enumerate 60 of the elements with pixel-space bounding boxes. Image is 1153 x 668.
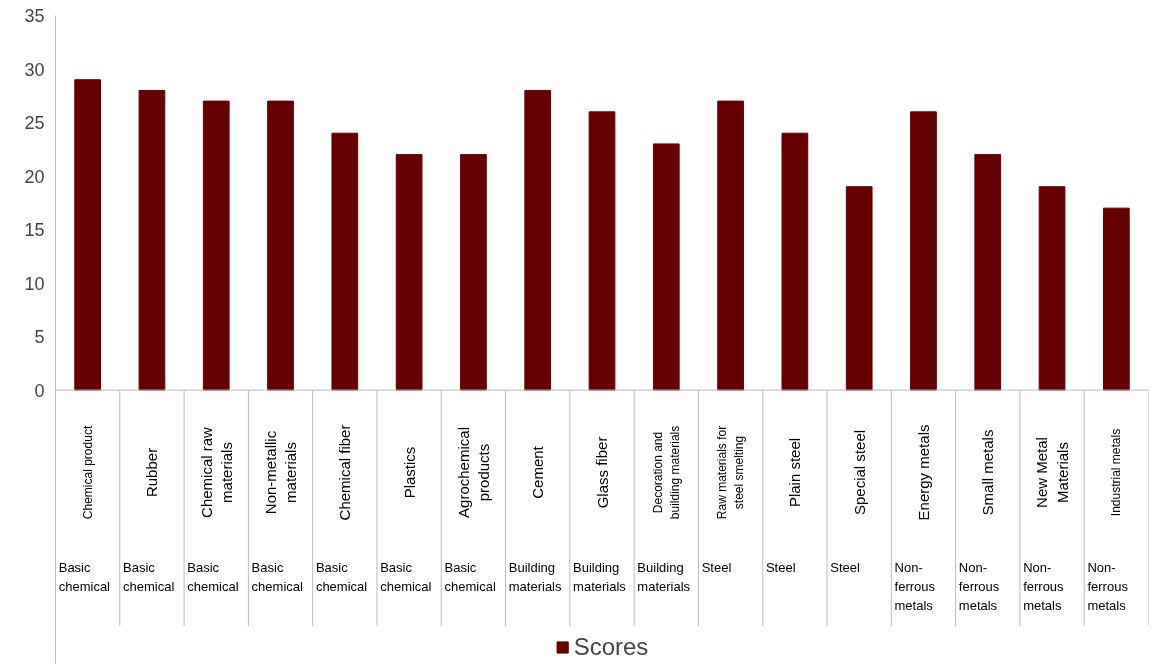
- bar: [652, 143, 680, 391]
- text: Basic chemical: [444, 560, 496, 595]
- bar: [460, 154, 487, 391]
- x-tick-label: Glass fiber: [593, 436, 611, 509]
- bar: [1038, 186, 1066, 391]
- bar: [845, 186, 873, 391]
- text: Non-ferrous metals: [958, 560, 1000, 613]
- text: Non-ferrous metals: [1023, 560, 1065, 613]
- text: Steel: [830, 560, 860, 576]
- x-tick-label: Chemical product: [80, 425, 95, 520]
- y-tick-label: 5: [34, 327, 45, 348]
- x-tick-label: Chemical raw materials: [197, 426, 235, 518]
- y-tick-label: 15: [24, 220, 45, 241]
- x-tick-label: Plastics: [400, 446, 418, 499]
- x-tick-label: Special steel: [850, 429, 868, 515]
- text: Basic chemical: [380, 560, 432, 595]
- bar: [1102, 207, 1130, 391]
- y-tick-label: 20: [24, 166, 45, 187]
- text: Non-ferrous metals: [1087, 560, 1129, 613]
- text: Basic chemical: [251, 560, 303, 595]
- text: Building materials: [573, 560, 627, 595]
- y-tick-label: 30: [24, 59, 45, 80]
- x-tick-label: Rubber: [143, 447, 161, 498]
- y-tick-label: 35: [24, 6, 45, 26]
- y-tick-label: 0: [34, 380, 45, 401]
- bar: [138, 89, 166, 391]
- bar: [395, 154, 423, 391]
- y-tick-label: 10: [24, 273, 45, 294]
- text: Steel: [765, 560, 796, 576]
- text: Basic chemical: [123, 560, 175, 595]
- x-tick-label: Decoration and building materials: [650, 425, 682, 520]
- bar: [588, 111, 616, 391]
- x-tick-label: Small metals: [979, 429, 997, 516]
- bar: [910, 111, 937, 391]
- text: Basic chemical: [187, 560, 239, 595]
- y-tick-label: 25: [24, 113, 45, 134]
- x-tick-label: Energy metals: [914, 424, 932, 521]
- bar: [267, 100, 294, 391]
- bar: [974, 154, 1002, 391]
- bar: [331, 132, 359, 391]
- x-tick-label: Agrochemical products: [454, 427, 493, 518]
- text: Basic chemical: [58, 560, 111, 595]
- text: Steel: [701, 560, 732, 576]
- bar: [781, 132, 809, 391]
- bar: [74, 79, 102, 391]
- text: Basic chemical: [315, 560, 368, 595]
- x-tick-label: Raw materials for steel smelting: [715, 425, 746, 520]
- x-tick-label: Cement: [529, 445, 547, 499]
- x-tick-label: Industrial metals: [1109, 428, 1124, 517]
- bar: [202, 100, 230, 391]
- x-tick-label: Chemical fiber: [336, 424, 354, 521]
- x-tick-label: Plain steel: [786, 437, 804, 508]
- legend-label: Scores: [573, 633, 649, 661]
- x-tick-label: Non-metallic materials: [261, 430, 300, 515]
- text: Non-ferrous metals: [894, 560, 936, 613]
- bar: [524, 89, 552, 391]
- text: Building materials: [508, 560, 563, 595]
- text: Building materials: [637, 560, 691, 595]
- x-tick-label: New Metal Materials: [1033, 437, 1071, 508]
- bar: [717, 100, 744, 391]
